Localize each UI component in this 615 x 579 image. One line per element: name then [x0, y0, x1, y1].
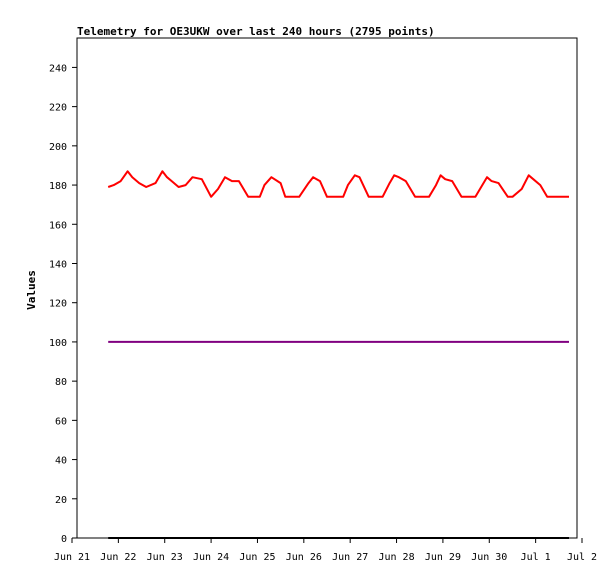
y-tick-label: 240	[49, 63, 67, 74]
x-tick-label: Jun 27	[332, 552, 368, 563]
x-tick-label: Jun 26	[286, 552, 322, 563]
y-tick-label: 0	[61, 534, 67, 545]
x-axis: Jun 21 Jun 22 Jun 23 Jun 24 Jun 25 Jun 26 Jun …	[54, 538, 597, 563]
y-tick-label: 40	[55, 456, 67, 467]
x-tick-label: Jun 28	[378, 552, 414, 563]
y-tick-label: 200	[49, 142, 67, 153]
y-tick-label: 160	[49, 220, 67, 231]
x-tick-label: Jun 23	[147, 552, 183, 563]
plot-frame	[76, 37, 578, 539]
y-axis-label: Values	[25, 270, 38, 310]
x-tick-label: Jul 1	[521, 552, 551, 563]
y-tick-label: 80	[55, 377, 67, 388]
x-tick-label: Jun 24	[193, 552, 229, 563]
y-tick-label: 140	[49, 259, 67, 270]
x-tick-label: Jun 22	[100, 552, 136, 563]
series-line-0	[107, 170, 569, 198]
x-tick-label: Jun 30	[471, 552, 507, 563]
series-layer	[107, 170, 569, 539]
y-tick-label: 100	[49, 338, 67, 349]
y-tick-label: 60	[55, 416, 67, 427]
x-tick-label: Jul 2	[567, 552, 597, 563]
y-tick-label: 20	[55, 495, 67, 506]
x-tick-label: Jun 25	[239, 552, 275, 563]
y-tick-label: 120	[49, 299, 67, 310]
y-tick-label: 180	[49, 181, 67, 192]
x-tick-label: Jun 21	[54, 552, 90, 563]
y-axis: 0 20 40 60 80 100 120 140 160 180 200 220 240	[49, 63, 77, 545]
chart-title: Telemetry for OE3UKW over last 240 hours…	[77, 25, 435, 38]
x-tick-label: Jun 29	[425, 552, 461, 563]
y-tick-label: 220	[49, 103, 67, 114]
